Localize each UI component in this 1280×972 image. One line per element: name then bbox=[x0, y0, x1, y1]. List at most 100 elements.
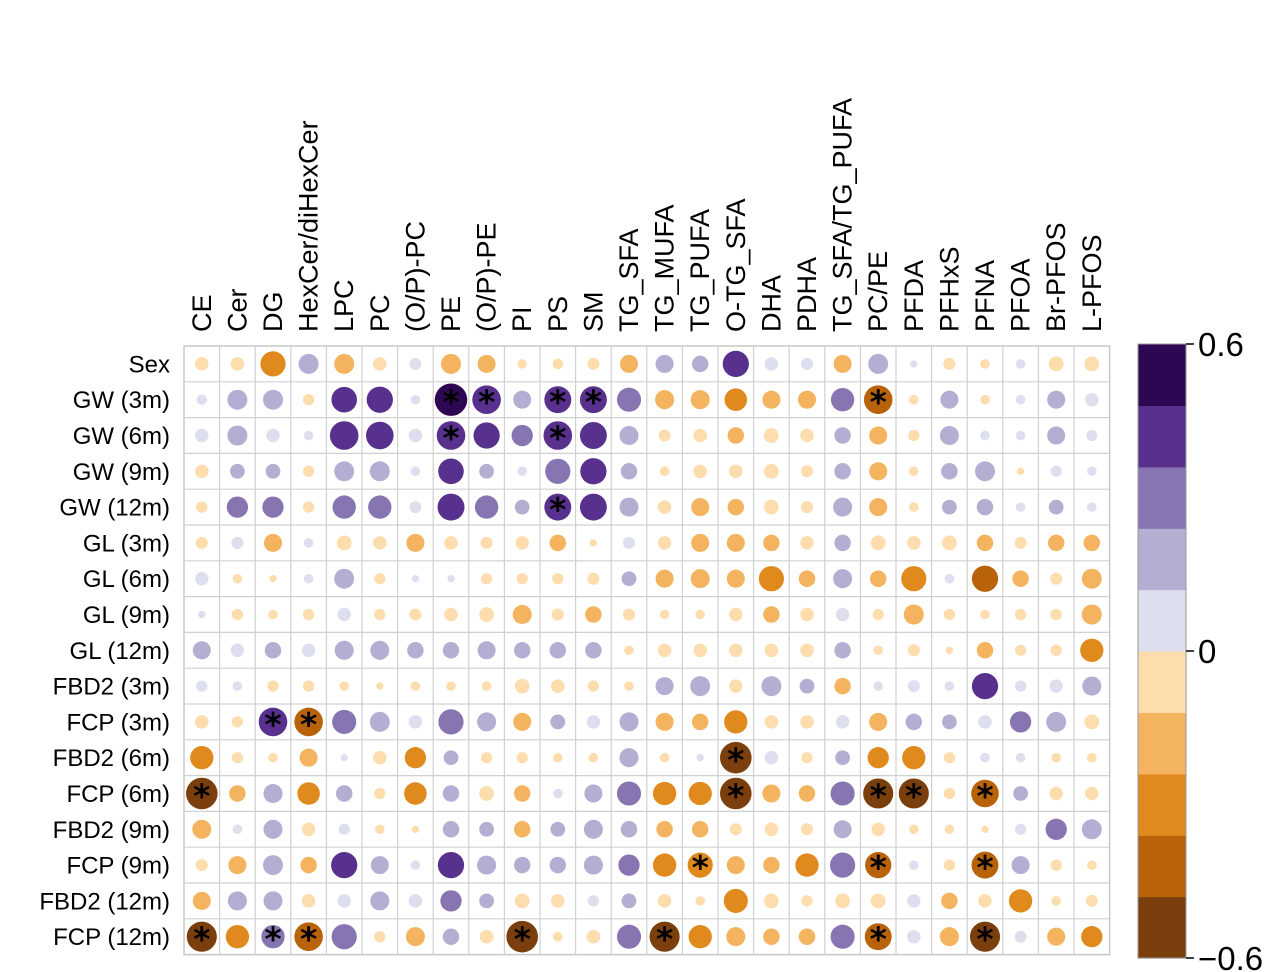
correlation-point bbox=[798, 570, 816, 587]
correlation-point bbox=[479, 821, 494, 837]
correlation-point bbox=[722, 350, 749, 378]
correlation-point bbox=[192, 641, 211, 660]
significance-marker: * bbox=[514, 920, 531, 959]
correlation-point bbox=[263, 819, 283, 839]
column-label: PFDA bbox=[899, 260, 929, 332]
correlation-point bbox=[301, 643, 316, 658]
correlation-point bbox=[301, 822, 316, 837]
significance-marker: * bbox=[727, 741, 744, 780]
correlation-point bbox=[971, 779, 999, 808]
row-label: GL (12m) bbox=[70, 638, 170, 665]
correlation-point bbox=[587, 895, 600, 907]
correlation-point bbox=[729, 607, 743, 622]
column-label: PFNA bbox=[970, 260, 1000, 332]
correlation-point bbox=[908, 429, 920, 442]
column-labels: CE Cer DG HexCer/diHexCer LPC PC (O/P)-PC PE (O/… bbox=[187, 98, 1107, 332]
correlation-point bbox=[198, 610, 206, 619]
correlation-point bbox=[943, 608, 956, 621]
significance-marker: * bbox=[549, 490, 566, 529]
correlation-point bbox=[579, 493, 607, 521]
correlation-point bbox=[196, 394, 208, 405]
correlation-point bbox=[801, 752, 813, 764]
correlation-point bbox=[513, 856, 531, 874]
correlation-point bbox=[976, 534, 994, 552]
correlation-point bbox=[334, 353, 355, 374]
column-label: PS bbox=[543, 296, 573, 332]
correlation-point bbox=[334, 640, 354, 660]
correlation-point bbox=[513, 712, 532, 731]
row-label: FCP (12m) bbox=[53, 924, 170, 951]
correlation-point bbox=[438, 709, 464, 735]
correlation-point bbox=[835, 893, 850, 909]
correlation-point bbox=[727, 427, 745, 444]
correlation-point bbox=[1047, 426, 1066, 445]
correlation-point bbox=[622, 536, 636, 549]
correlation-point bbox=[764, 643, 779, 658]
correlation-point bbox=[480, 536, 493, 549]
correlation-point bbox=[1013, 786, 1028, 801]
correlation-point bbox=[1051, 896, 1061, 906]
correlation-point bbox=[404, 782, 427, 805]
correlation-point bbox=[764, 822, 779, 837]
correlation-point bbox=[406, 533, 425, 552]
column-label: PFOA bbox=[1006, 258, 1036, 332]
correlation-point bbox=[195, 715, 209, 729]
correlation-point bbox=[302, 465, 315, 477]
correlation-point bbox=[480, 752, 493, 764]
correlation-point bbox=[652, 853, 677, 877]
correlation-point bbox=[1015, 394, 1026, 405]
correlation-point bbox=[764, 893, 779, 909]
correlation-point bbox=[1085, 786, 1099, 801]
row-labels: Sex GW (3m) GW (6m) GW (9m) GW (12m) GL (3m) G… bbox=[39, 351, 170, 951]
colorbar-tick-label: 0.6 bbox=[1198, 326, 1244, 363]
correlation-point bbox=[971, 565, 999, 592]
correlation-point bbox=[624, 645, 634, 656]
correlation-point bbox=[480, 573, 493, 585]
correlation-point bbox=[370, 891, 390, 911]
colorbar-segment bbox=[1138, 589, 1186, 652]
correlation-point bbox=[800, 536, 814, 550]
correlation-point bbox=[551, 679, 565, 693]
column-label: HexCer/diHexCer bbox=[294, 120, 324, 332]
correlation-point bbox=[795, 853, 819, 877]
correlation-point bbox=[1081, 819, 1102, 840]
correlation-point bbox=[511, 424, 533, 447]
correlation-point bbox=[688, 781, 712, 806]
correlation-point bbox=[1081, 568, 1102, 589]
correlation-point bbox=[263, 783, 283, 804]
correlation-point bbox=[898, 778, 929, 809]
correlation-point bbox=[655, 390, 675, 410]
significance-marker: * bbox=[656, 920, 673, 959]
correlation-point bbox=[334, 461, 355, 482]
significance-marker: * bbox=[727, 777, 744, 816]
correlation-point bbox=[407, 642, 424, 659]
correlation-point bbox=[338, 823, 350, 835]
correlation-point bbox=[368, 495, 392, 519]
significance-marker: * bbox=[976, 848, 993, 887]
correlation-point bbox=[302, 394, 315, 406]
correlation-point bbox=[580, 458, 607, 485]
correlation-point bbox=[589, 539, 598, 547]
correlation-point bbox=[263, 533, 283, 552]
correlation-point bbox=[369, 461, 390, 482]
correlation-point bbox=[195, 428, 209, 443]
correlation-point bbox=[761, 676, 782, 697]
column-label: (O/P)-PC bbox=[400, 221, 430, 332]
correlation-point bbox=[800, 823, 814, 836]
correlation-point bbox=[584, 784, 603, 803]
correlation-point bbox=[691, 498, 710, 517]
correlation-point bbox=[1050, 465, 1062, 477]
correlation-point bbox=[1014, 536, 1027, 549]
correlation-point bbox=[549, 856, 567, 874]
correlation-point bbox=[942, 499, 957, 515]
correlation-point bbox=[1014, 608, 1027, 621]
column-label: TG_SFA/TG_PUFA bbox=[828, 98, 858, 332]
correlation-point bbox=[944, 824, 955, 835]
colorbar-segment bbox=[1138, 651, 1186, 713]
correlation-point bbox=[442, 642, 460, 659]
significance-marker: * bbox=[478, 383, 495, 422]
correlation-point bbox=[656, 821, 673, 838]
correlation-point bbox=[444, 536, 458, 550]
column-label: TG_MUFA bbox=[650, 204, 680, 332]
correlation-point bbox=[227, 389, 248, 410]
